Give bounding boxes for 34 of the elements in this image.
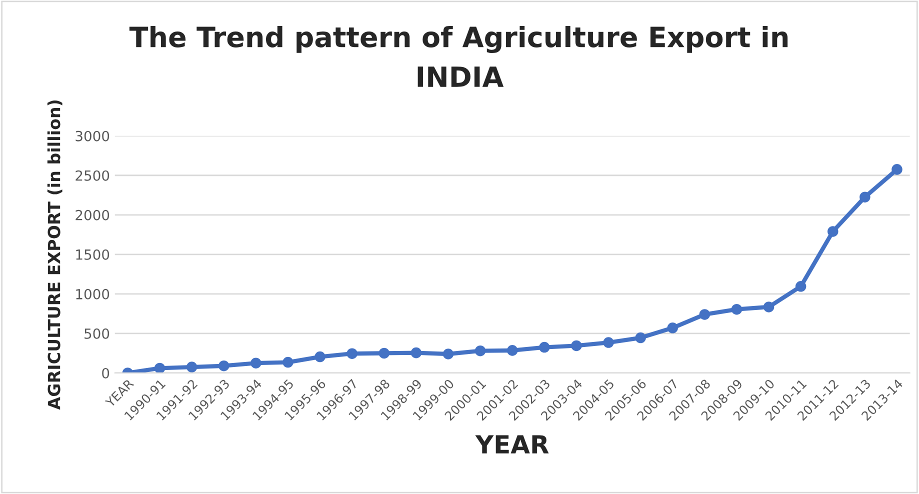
- y-tick-label: 500: [84, 328, 110, 339]
- chart-title: The Trend pattern of Agriculture Export in INDIA: [129, 26, 788, 87]
- point: [892, 164, 902, 175]
- point: [763, 302, 774, 312]
- y-tick-label: 1000: [76, 288, 110, 300]
- y-tick-label: 1500: [76, 249, 110, 260]
- point: [282, 356, 294, 368]
- point: [314, 351, 326, 362]
- point: [186, 362, 198, 372]
- y-tick-label: 2500: [76, 170, 110, 181]
- point: [795, 281, 806, 292]
- point: [635, 332, 646, 344]
- y-tick-label: 3000: [76, 130, 110, 142]
- point: [154, 362, 166, 373]
- point: [603, 337, 614, 348]
- point: [828, 226, 838, 237]
- point: [218, 360, 230, 372]
- y-tick-label: 2000: [76, 210, 110, 220]
- point: [378, 348, 390, 359]
- point: [410, 347, 422, 358]
- point: [346, 348, 358, 359]
- point: [667, 322, 678, 334]
- point: [474, 345, 486, 356]
- x-axis-title: YEAR: [475, 435, 549, 454]
- point: [571, 340, 582, 352]
- point: [442, 348, 454, 360]
- y-tick-label: 0: [102, 368, 110, 378]
- point: [539, 342, 550, 353]
- point: [250, 358, 262, 368]
- point: [699, 309, 710, 320]
- point: [506, 345, 518, 356]
- y-axis-title: AGRICULTURE EXPORT (in billion): [47, 100, 62, 410]
- point: [731, 304, 742, 315]
- point: [860, 192, 870, 202]
